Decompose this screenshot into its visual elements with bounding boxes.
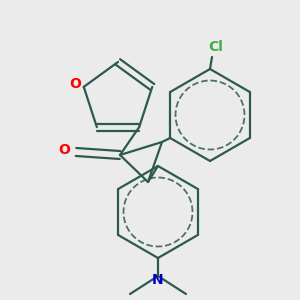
Text: O: O (58, 143, 70, 157)
Text: O: O (69, 77, 81, 91)
Text: N: N (152, 273, 164, 287)
Text: Cl: Cl (208, 40, 224, 54)
